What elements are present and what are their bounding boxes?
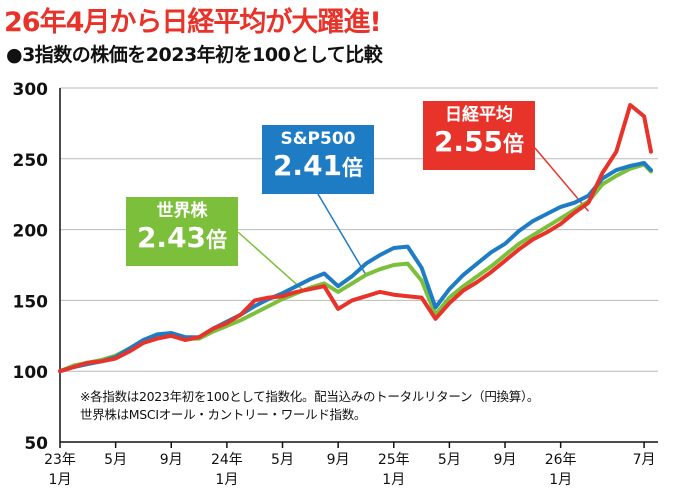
x-tick-sublabel-3: 1月 [215,472,238,488]
callout-world-value: 2.43倍 [136,221,228,254]
x-tick-label-3: 24年 [211,452,243,468]
x-tick-sublabel-6: 1月 [382,472,405,488]
subtitle: ●3指数の株価を2023年初を100として比較 [6,44,383,66]
callout-sp500: S&P500 2.41倍 [262,125,374,194]
callout-sp500-value: 2.41倍 [272,149,364,182]
x-tick-label-10: 7月 [633,452,656,468]
y-axis: 50 100 150 200 250 300 [13,80,49,454]
y-tick-label-250: 250 [13,151,49,171]
series-line-2 [58,103,653,374]
x-tick-label-8: 9月 [494,452,517,468]
x-tick-label-1: 5月 [104,452,127,468]
callout-sp500-name: S&P500 [280,129,356,149]
y-tick-label-50: 50 [24,434,48,454]
y-tick-label-300: 300 [13,80,49,100]
headline: 26年4月から日経平均が大躍進! [4,7,382,38]
callout-world-name: 世界株 [156,201,208,221]
x-tick-label-2: 9月 [160,452,183,468]
callout-nikkei-value: 2.55倍 [433,125,525,158]
callout-world: 世界株 2.43倍 [126,197,238,266]
x-tick-label-9: 26年 [545,452,577,468]
y-tick-label-100: 100 [13,363,49,383]
x-tick-sublabel-0: 1月 [49,472,72,488]
footnote: ※各指数は2023年初を100として指数化。配当込みのトータルリターン（円換算）… [80,388,539,424]
y-tick-label-200: 200 [13,222,49,242]
x-tick-sublabel-9: 1月 [549,472,572,488]
leader-world [237,231,304,292]
leader-sp500 [317,193,367,276]
callout-nikkei-name: 日経平均 [445,105,513,125]
callout-nikkei: 日経平均 2.55倍 [423,101,535,170]
x-axis: 23年 1月 5月 9月 24年 1月 5月 9月 25年 1月 5月 9月 26年 1月 7月 [44,442,656,488]
x-tick-label-7: 5月 [438,452,461,468]
footnote-line-2: 世界株はMSCIオール・カントリー・ワールド指数。 [80,407,367,422]
footnote-line-1: ※各指数は2023年初を100として指数化。配当込みのトータルリターン（円換算）… [80,389,540,404]
x-tick-label-4: 5月 [271,452,294,468]
grid [59,87,658,443]
x-tick-label-6: 25年 [378,452,410,468]
x-tick-label-5: 9月 [327,452,350,468]
series-group [58,103,653,374]
series-line-1 [58,161,653,374]
y-tick-label-150: 150 [13,292,49,312]
x-tick-label-0: 23年 [44,452,76,468]
